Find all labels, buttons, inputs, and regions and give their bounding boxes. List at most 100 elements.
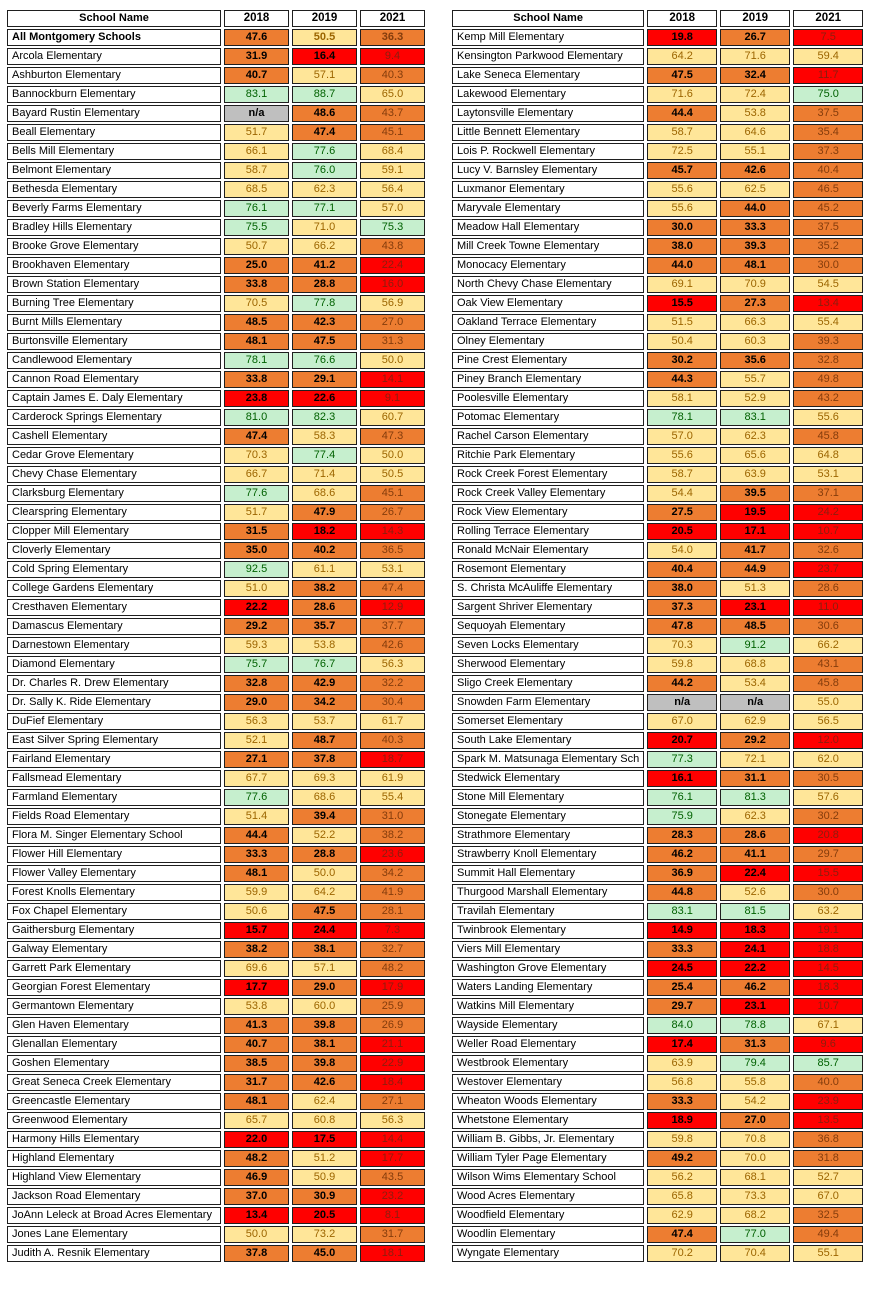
school-name-cell: Clearspring Elementary xyxy=(7,504,221,521)
school-name-cell: Wyngate Elementary xyxy=(452,1245,645,1262)
value-cell: 31.8 xyxy=(793,1150,864,1167)
table-row: Wood Acres Elementary 65.8 73.3 67.0 xyxy=(452,1188,864,1205)
table-row: Burning Tree Elementary 70.5 77.8 56.9 xyxy=(7,295,425,312)
table-row: Greencastle Elementary 48.1 62.4 27.1 xyxy=(7,1093,425,1110)
header-row: School Name 2018 2019 2021 xyxy=(7,10,425,27)
value-cell: 14.9 xyxy=(647,922,718,939)
value-cell: 42.6 xyxy=(360,637,425,654)
value-cell: 34.2 xyxy=(360,865,425,882)
value-cell: 56.3 xyxy=(224,713,289,730)
table-row: Darnestown Elementary 59.3 53.8 42.6 xyxy=(7,637,425,654)
table-body: All Montgomery Schools 47.6 50.5 36.3 Arcola… xyxy=(7,29,425,1262)
value-cell: 70.0 xyxy=(720,1150,791,1167)
value-cell: n/a xyxy=(647,694,718,711)
value-cell: 14.5 xyxy=(793,960,864,977)
school-name-cell: Rock Creek Valley Elementary xyxy=(452,485,645,502)
value-cell: 28.3 xyxy=(647,827,718,844)
table-row: Whetstone Elementary 18.9 27.0 13.5 xyxy=(452,1112,864,1129)
table-row: Ritchie Park Elementary 55.6 65.6 64.8 xyxy=(452,447,864,464)
value-cell: 17.7 xyxy=(360,1150,425,1167)
value-cell: 40.2 xyxy=(292,542,357,559)
value-cell: 26.7 xyxy=(360,504,425,521)
value-cell: 58.7 xyxy=(224,162,289,179)
value-cell: 49.2 xyxy=(647,1150,718,1167)
school-name-cell: Brooke Grove Elementary xyxy=(7,238,221,255)
value-cell: 83.1 xyxy=(647,903,718,920)
value-cell: 19.1 xyxy=(793,922,864,939)
school-name-cell: William B. Gibbs, Jr. Elementary xyxy=(452,1131,645,1148)
value-cell: 47.3 xyxy=(360,428,425,445)
school-name-cell: Pine Crest Elementary xyxy=(452,352,645,369)
value-cell: 62.4 xyxy=(292,1093,357,1110)
value-cell: 11.0 xyxy=(793,599,864,616)
value-cell: 52.9 xyxy=(720,390,791,407)
value-cell: 18.3 xyxy=(793,979,864,996)
value-cell: 53.8 xyxy=(224,998,289,1015)
school-name-cell: Cold Spring Elementary xyxy=(7,561,221,578)
table-row: Stedwick Elementary 16.1 31.1 30.5 xyxy=(452,770,864,787)
value-cell: 41.7 xyxy=(720,542,791,559)
column-header-school-name: School Name xyxy=(7,10,221,27)
school-name-cell: Gaithersburg Elementary xyxy=(7,922,221,939)
value-cell: 29.2 xyxy=(224,618,289,635)
value-cell: 55.8 xyxy=(720,1074,791,1091)
value-cell: 45.0 xyxy=(292,1245,357,1262)
table-row: Laytonsville Elementary 44.4 53.8 37.5 xyxy=(452,105,864,122)
school-heatmap-page: School Name 2018 2019 2021 All Montgomery S… xyxy=(7,10,864,1262)
value-cell: 31.7 xyxy=(360,1226,425,1243)
value-cell: 30.0 xyxy=(793,884,864,901)
school-name-cell: Farmland Elementary xyxy=(7,789,221,806)
table-row: Snowden Farm Elementary n/a n/a 55.0 xyxy=(452,694,864,711)
value-cell: 48.2 xyxy=(224,1150,289,1167)
school-name-cell: Strathmore Elementary xyxy=(452,827,645,844)
value-cell: 58.7 xyxy=(647,466,718,483)
value-cell: 68.8 xyxy=(720,656,791,673)
school-name-cell: Bells Mill Elementary xyxy=(7,143,221,160)
table-row: Cold Spring Elementary 92.5 61.1 53.1 xyxy=(7,561,425,578)
value-cell: 18.2 xyxy=(292,523,357,540)
value-cell: 57.6 xyxy=(793,789,864,806)
value-cell: 91.2 xyxy=(720,637,791,654)
value-cell: 32.8 xyxy=(793,352,864,369)
table-row: Judith A. Resnik Elementary 37.8 45.0 18.1 xyxy=(7,1245,425,1262)
value-cell: 61.1 xyxy=(292,561,357,578)
value-cell: 51.0 xyxy=(224,580,289,597)
value-cell: 92.5 xyxy=(224,561,289,578)
value-cell: 24.1 xyxy=(720,941,791,958)
table-row: Forest Knolls Elementary 59.9 64.2 41.9 xyxy=(7,884,425,901)
value-cell: 57.0 xyxy=(647,428,718,445)
value-cell: 32.2 xyxy=(360,675,425,692)
value-cell: 35.0 xyxy=(224,542,289,559)
value-cell: 44.3 xyxy=(647,371,718,388)
table-row: East Silver Spring Elementary 52.1 48.7 40.… xyxy=(7,732,425,749)
table-row: Mill Creek Towne Elementary 38.0 39.3 35.2 xyxy=(452,238,864,255)
school-name-cell: Rosemont Elementary xyxy=(452,561,645,578)
value-cell: 55.4 xyxy=(360,789,425,806)
value-cell: 22.0 xyxy=(224,1131,289,1148)
value-cell: 23.7 xyxy=(793,561,864,578)
school-name-cell: Westover Elementary xyxy=(452,1074,645,1091)
value-cell: 66.2 xyxy=(793,637,864,654)
value-cell: 45.7 xyxy=(647,162,718,179)
value-cell: 48.1 xyxy=(224,1093,289,1110)
value-cell: 41.3 xyxy=(224,1017,289,1034)
value-cell: 29.0 xyxy=(292,979,357,996)
value-cell: 37.3 xyxy=(647,599,718,616)
table-row: DuFief Elementary 56.3 53.7 61.7 xyxy=(7,713,425,730)
value-cell: 38.2 xyxy=(292,580,357,597)
value-cell: 63.2 xyxy=(793,903,864,920)
value-cell: 60.3 xyxy=(720,333,791,350)
value-cell: 71.0 xyxy=(292,219,357,236)
value-cell: 52.2 xyxy=(292,827,357,844)
value-cell: 38.2 xyxy=(224,941,289,958)
value-cell: 59.3 xyxy=(224,637,289,654)
table-row: Clearspring Elementary 51.7 47.9 26.7 xyxy=(7,504,425,521)
value-cell: 39.5 xyxy=(720,485,791,502)
value-cell: 23.8 xyxy=(224,390,289,407)
school-name-cell: Monocacy Elementary xyxy=(452,257,645,274)
value-cell: 47.5 xyxy=(292,903,357,920)
value-cell: 56.5 xyxy=(793,713,864,730)
value-cell: 35.2 xyxy=(793,238,864,255)
table-row: Dr. Charles R. Drew Elementary 32.8 42.9 32… xyxy=(7,675,425,692)
value-cell: 18.4 xyxy=(360,1074,425,1091)
